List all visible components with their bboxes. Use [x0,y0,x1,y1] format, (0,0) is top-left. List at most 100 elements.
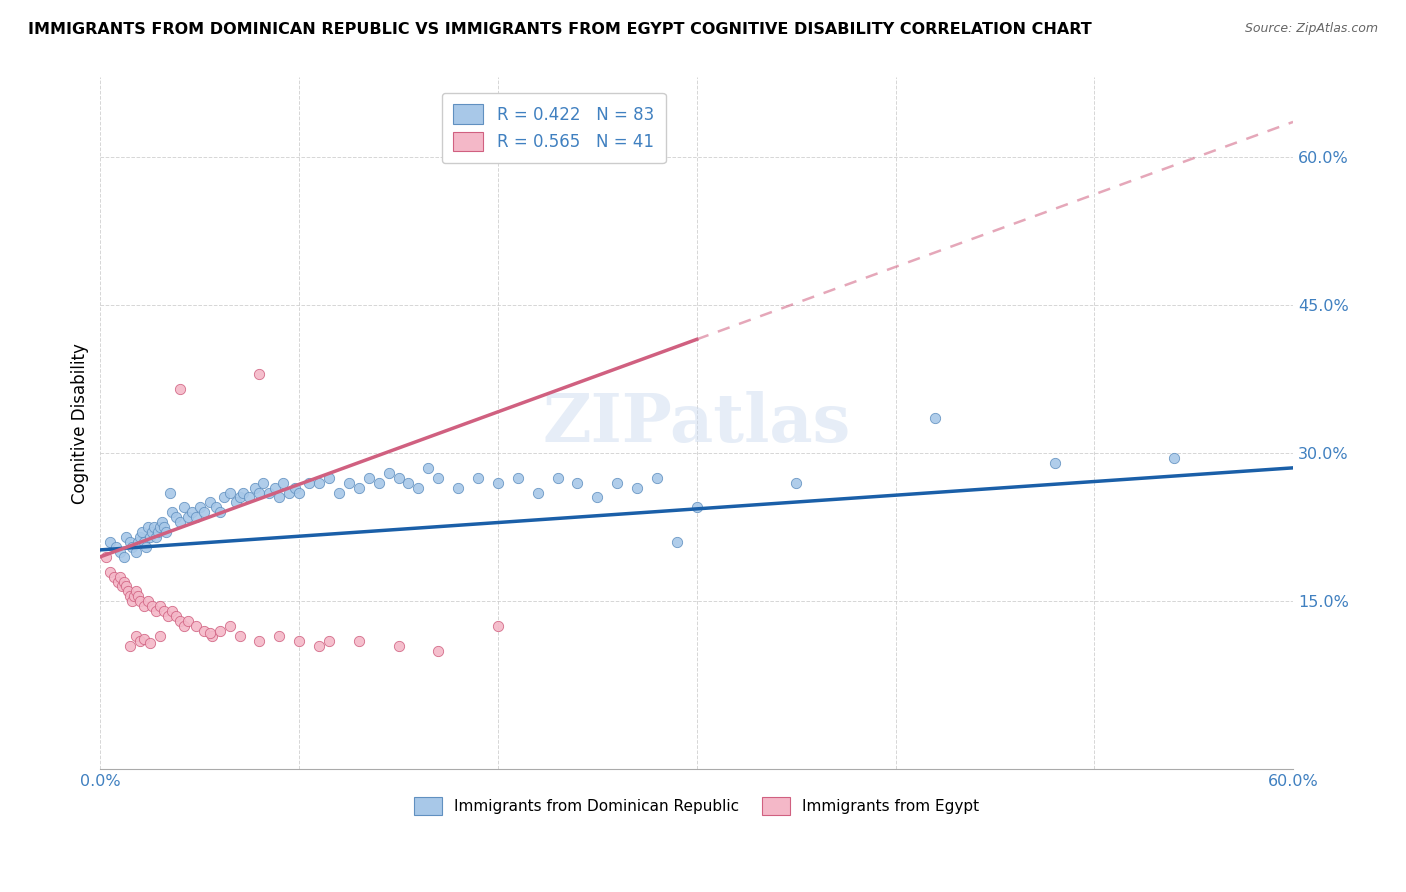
Point [288,485,311,500]
Point [347,633,370,648]
Point [228,629,250,643]
Point [112,549,135,564]
Legend: Immigrants from Dominican Republic, Immigrants from Egypt: Immigrants from Dominican Republic, Immi… [405,788,988,824]
Point [665,535,688,549]
Point [145,604,167,618]
Point [264,481,287,495]
Y-axis label: Cognitive Disability: Cognitive Disability [72,343,89,504]
Point [136,520,159,534]
Point [288,633,311,648]
Point [1163,450,1185,465]
Point [284,481,307,495]
Point [188,500,211,515]
Point [131,525,153,540]
Point [121,594,143,608]
Point [184,510,207,524]
Point [247,485,270,500]
Point [132,535,155,549]
Point [125,629,148,643]
Point [606,475,628,490]
Point [103,569,125,583]
Point [467,471,489,485]
Point [111,579,134,593]
Point [153,520,176,534]
Point [180,505,202,519]
Point [278,485,301,500]
Point [408,481,430,495]
Point [228,491,250,505]
Point [427,643,450,657]
Point [377,466,399,480]
Point [347,481,370,495]
Point [136,594,159,608]
Point [98,535,121,549]
Point [129,633,152,648]
Point [418,460,440,475]
Point [125,584,148,599]
Point [129,530,152,544]
Point [159,485,181,500]
Point [125,545,148,559]
Text: IMMIGRANTS FROM DOMINICAN REPUBLIC VS IMMIGRANTS FROM EGYPT COGNITIVE DISABILITY: IMMIGRANTS FROM DOMINICAN REPUBLIC VS IM… [28,22,1092,37]
Point [212,491,235,505]
Point [110,569,132,583]
Point [150,515,173,529]
Point [121,540,143,554]
Point [198,495,221,509]
Point [110,545,132,559]
Point [271,475,294,490]
Point [238,491,260,505]
Point [626,481,648,495]
Point [120,639,142,653]
Point [177,614,200,628]
Point [149,599,172,614]
Point [135,540,157,554]
Point [139,636,162,650]
Point [218,485,240,500]
Point [173,500,195,515]
Point [208,624,231,638]
Point [269,491,291,505]
Point [169,614,191,628]
Point [198,626,221,640]
Point [1043,456,1066,470]
Point [247,367,270,381]
Text: ZIPatlas: ZIPatlas [543,391,851,456]
Point [328,485,350,500]
Point [165,510,187,524]
Point [506,471,529,485]
Point [245,481,267,495]
Point [367,475,389,490]
Point [308,639,330,653]
Point [547,471,569,485]
Point [308,475,330,490]
Point [127,590,149,604]
Point [177,510,200,524]
Point [146,525,169,540]
Point [115,579,138,593]
Point [132,599,155,614]
Point [193,505,215,519]
Point [218,619,240,633]
Point [156,609,179,624]
Point [107,574,129,589]
Point [387,471,409,485]
Point [153,604,176,618]
Point [132,632,155,646]
Point [398,475,420,490]
Point [173,619,195,633]
Point [141,525,163,540]
Point [357,471,380,485]
Point [165,609,187,624]
Point [447,481,470,495]
Point [318,633,340,648]
Point [387,639,409,653]
Point [149,629,172,643]
Point [298,475,321,490]
Point [252,475,274,490]
Point [686,500,709,515]
Point [318,471,340,485]
Point [112,574,135,589]
Point [120,590,142,604]
Point [586,491,609,505]
